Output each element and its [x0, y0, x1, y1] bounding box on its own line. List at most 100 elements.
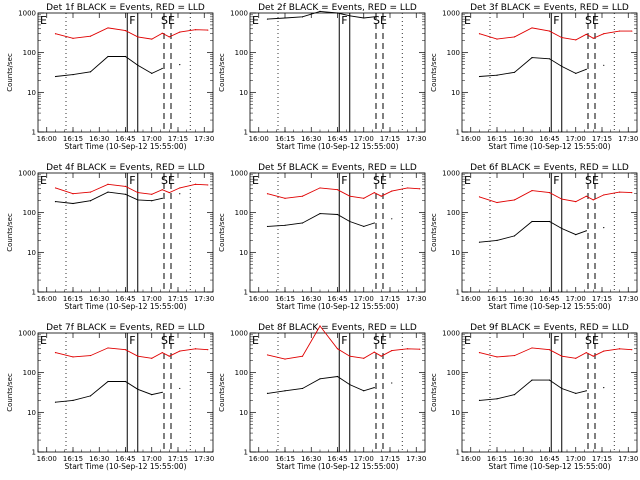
data-point-events	[585, 68, 587, 70]
y-tick-label: 1	[456, 129, 460, 137]
data-point-events	[107, 191, 109, 193]
y-tick-label: 10	[239, 249, 248, 257]
data-point-lld	[478, 196, 481, 198]
data-point-lld	[124, 185, 127, 187]
x-tick-label: 17:30	[618, 135, 638, 143]
marker-label-f: F	[341, 174, 347, 187]
x-tick-label: 17:30	[618, 295, 638, 303]
y-tick-label: 1000	[18, 10, 36, 18]
x-tick-label: 16:00	[461, 455, 481, 463]
data-point-events	[478, 399, 481, 401]
data-point-events	[54, 201, 57, 203]
data-point-lld	[548, 30, 551, 32]
x-tick-label: 16:30	[301, 135, 321, 143]
data-point-lld	[513, 354, 516, 357]
data-point-lld	[207, 349, 209, 351]
marker-label-f: F	[553, 14, 559, 27]
y-tick-label: 1000	[230, 10, 248, 18]
y-tick-label: 100	[235, 369, 248, 377]
data-point-events	[373, 387, 375, 389]
data-point-lld	[406, 187, 409, 189]
y-tick-label: 100	[447, 209, 460, 217]
marker-label-e: E	[464, 174, 471, 187]
series-events	[268, 377, 392, 394]
data-point-lld	[513, 36, 516, 38]
data-point-lld	[391, 350, 393, 352]
marker-label-f: F	[341, 14, 347, 27]
x-tick-label: 16:45	[327, 135, 347, 143]
y-tick-label: 1000	[18, 170, 36, 178]
series-events	[480, 380, 604, 400]
panel-title: Det 3f BLACK = Events, RED = LLD	[470, 3, 629, 13]
y-tick-label: 1000	[18, 330, 36, 338]
data-point-events	[575, 72, 577, 75]
data-point-events	[151, 393, 153, 396]
data-point-lld	[592, 37, 594, 39]
y-tick-label: 100	[235, 49, 248, 57]
marker-label-se: SE	[373, 174, 387, 187]
data-point-lld	[54, 352, 57, 354]
data-point-lld	[478, 33, 481, 35]
data-point-lld	[179, 31, 181, 33]
y-tick-label: 10	[451, 409, 460, 417]
data-point-events	[561, 387, 563, 390]
y-tick-label: 10	[27, 249, 36, 257]
data-point-lld	[585, 195, 587, 197]
y-tick-label: 100	[447, 369, 460, 377]
data-point-lld	[585, 352, 587, 354]
data-point-events	[496, 239, 498, 241]
data-point-events	[561, 65, 563, 68]
x-tick-label: 17:00	[566, 295, 586, 303]
data-point-events	[391, 218, 393, 220]
y-axis-label: Counts/sec	[218, 213, 226, 252]
data-point-lld	[363, 357, 365, 359]
panel-title: Det 6f BLACK = Events, RED = LLD	[470, 163, 629, 173]
x-tick-label: 16:30	[89, 295, 109, 303]
data-point-events	[319, 378, 321, 380]
panel-5: Det 5f BLACK = Events, RED = LLD 1 10 100 10…	[218, 163, 426, 311]
data-point-events	[266, 225, 269, 228]
data-point-lld	[336, 189, 339, 191]
plot-frame	[249, 12, 426, 133]
series-events	[268, 214, 392, 227]
x-tick-label: 16:00	[461, 295, 481, 303]
x-tick-label: 17:30	[406, 295, 426, 303]
marker-label-f: F	[553, 174, 559, 187]
data-point-events	[603, 387, 605, 389]
data-point-lld	[207, 184, 209, 186]
data-point-lld	[194, 29, 197, 31]
data-point-lld	[137, 36, 139, 38]
data-point-lld	[561, 198, 563, 200]
x-tick-label: 16:00	[249, 455, 269, 463]
panel-4: Det 4f BLACK = Events, RED = LLD 1 10 100 10…	[6, 163, 214, 311]
data-point-lld	[496, 201, 498, 204]
plot-frame	[461, 172, 638, 293]
x-tick-label: 17:00	[142, 135, 162, 143]
data-point-lld	[107, 27, 109, 29]
data-point-lld	[151, 357, 153, 359]
data-point-lld	[301, 355, 304, 357]
y-tick-label: 1	[32, 449, 36, 457]
data-point-lld	[72, 356, 74, 358]
x-tick-label: 17:00	[142, 295, 162, 303]
data-point-events	[391, 382, 393, 384]
data-point-lld	[89, 191, 92, 193]
series-lld	[55, 347, 208, 359]
x-tick-label: 16:30	[301, 295, 321, 303]
y-tick-label: 100	[23, 369, 36, 377]
data-point-events	[513, 235, 516, 237]
data-point-events	[151, 200, 153, 202]
data-point-events	[284, 224, 286, 226]
panel-title: Det 9f BLACK = Events, RED = LLD	[470, 323, 629, 333]
data-point-events	[319, 10, 321, 12]
data-point-lld	[179, 187, 181, 189]
data-point-lld	[419, 188, 421, 190]
x-tick-label: 16:30	[513, 455, 533, 463]
data-point-lld	[575, 39, 577, 41]
data-point-events	[548, 58, 551, 60]
plot-frame	[37, 332, 214, 453]
marker-label-f: F	[129, 174, 135, 187]
data-point-events	[548, 220, 551, 223]
data-point-events	[124, 380, 127, 383]
